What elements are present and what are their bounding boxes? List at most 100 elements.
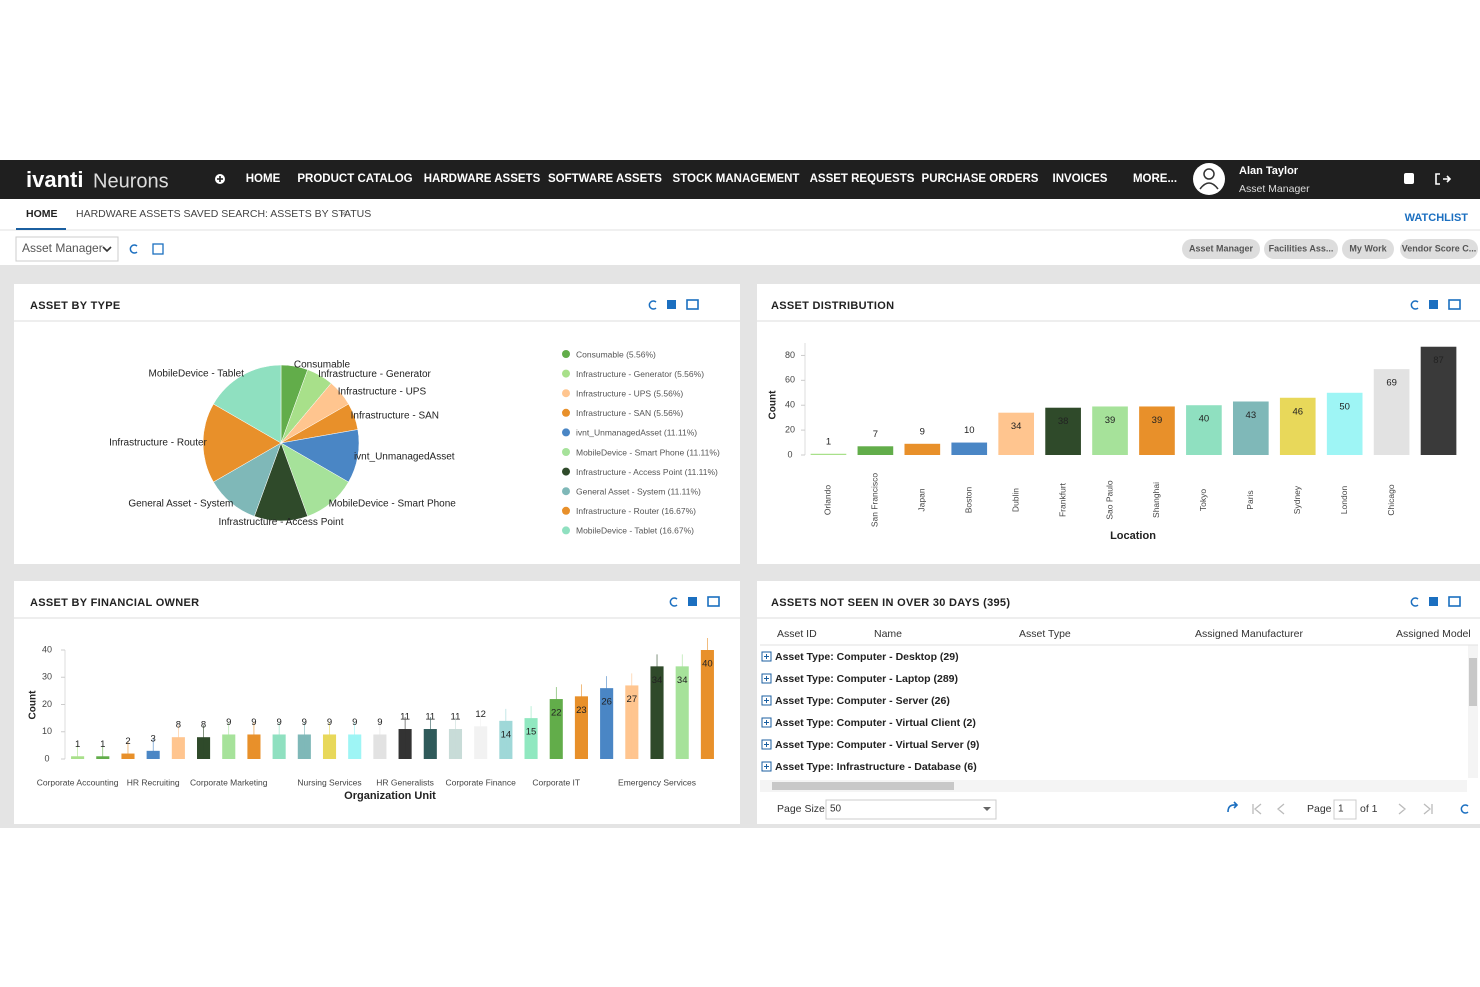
group-row[interactable]: Asset Type: Computer - Desktop (29) (775, 651, 959, 663)
tab-close[interactable] (340, 210, 347, 217)
y-tick-label: 20 (785, 424, 795, 434)
data-label: 15 (526, 727, 537, 738)
help-icon[interactable] (1404, 173, 1414, 184)
data-label: 34 (677, 675, 688, 686)
export-icon[interactable] (667, 300, 676, 309)
pager-arrows[interactable] (1252, 803, 1433, 815)
data-label: 50 (1339, 401, 1350, 412)
refresh-icon[interactable] (1410, 300, 1419, 310)
page-size-label: Page Size (777, 803, 825, 815)
pie-slice (202, 403, 282, 483)
nav-item[interactable]: HARDWARE ASSETS (424, 173, 541, 185)
x-tick-label: Orlando (823, 485, 833, 516)
x-tick-label: Paris (1245, 490, 1255, 509)
column-header[interactable]: Assigned Manufacturer (1195, 628, 1303, 640)
expand-plus (764, 698, 769, 703)
x-axis-label: Organization Unit (344, 790, 436, 802)
column-header[interactable]: Assigned Model (1396, 628, 1471, 640)
v-scrollbar[interactable] (1468, 645, 1478, 778)
pill[interactable] (1264, 239, 1338, 259)
nav-item[interactable]: INVOICES (1053, 173, 1108, 185)
y-tick-label: 80 (785, 350, 795, 360)
data-label: 11 (425, 712, 435, 723)
pill[interactable] (1342, 239, 1394, 259)
bar (998, 412, 1035, 455)
nav-item[interactable]: SOFTWARE ASSETS (548, 173, 662, 185)
data-label: 43 (1246, 410, 1257, 421)
legend-dot (562, 369, 570, 378)
nav-item[interactable]: HOME (246, 173, 281, 185)
chevron (983, 807, 991, 811)
logo-brand: ivanti (26, 167, 83, 192)
x-tick-label: Japan (917, 488, 927, 511)
nav-item[interactable]: STOCK MANAGEMENT (673, 173, 800, 185)
group-row[interactable]: Asset Type: Computer - Virtual Server (9… (775, 739, 979, 751)
group-row[interactable]: Asset Type: Infrastructure - Database (6… (775, 761, 977, 773)
refresh-icon[interactable] (648, 300, 657, 310)
watchlist[interactable]: WATCHLIST (1405, 212, 1469, 224)
export-icon[interactable] (1429, 300, 1438, 309)
legend-label: MobileDevice - Tablet (16.67%) (576, 526, 694, 536)
y-tick-label: 30 (42, 672, 52, 682)
export-icon[interactable] (1429, 597, 1438, 606)
slice-label: Infrastructure - UPS (338, 387, 427, 398)
pill[interactable] (1182, 239, 1260, 259)
data-label: 34 (1011, 421, 1022, 432)
page-size-box[interactable] (825, 799, 997, 820)
data-label: 23 (576, 705, 587, 716)
column-header[interactable]: Asset ID (777, 628, 817, 640)
x-tick-label: Dublin (1010, 488, 1020, 512)
max-icon[interactable] (707, 596, 720, 607)
role-select-box[interactable] (15, 236, 119, 262)
page-number: 1 (1338, 804, 1344, 815)
max-icon[interactable] (1448, 299, 1461, 310)
refresh-icon[interactable] (669, 597, 678, 607)
refresh-icon[interactable] (1410, 597, 1419, 607)
legend-label: Infrastructure - UPS (5.56%) (576, 388, 683, 398)
expand-plus (764, 742, 769, 747)
group-row[interactable]: Asset Type: Computer - Laptop (289) (775, 673, 958, 685)
column-header[interactable]: Asset Type (1019, 628, 1071, 640)
refresh-icon[interactable] (129, 244, 138, 254)
bar (810, 453, 847, 455)
column-header[interactable]: Name (874, 628, 902, 640)
group-row[interactable]: Asset Type: Computer - Virtual Client (2… (775, 717, 976, 729)
bar (1326, 392, 1363, 455)
tab[interactable]: HARDWARE ASSETS SAVED SEARCH: ASSETS BY … (76, 208, 371, 220)
nav-item[interactable]: PRODUCT CATALOG (297, 173, 412, 185)
pager-refresh[interactable] (1460, 804, 1469, 814)
role-select: Asset Manager (22, 241, 103, 255)
nav-item[interactable]: MORE... (1133, 173, 1177, 185)
max-icon[interactable] (1448, 596, 1461, 607)
h-scroll-thumb[interactable] (772, 782, 954, 790)
group-row[interactable]: Asset Type: Computer - Server (26) (775, 695, 950, 707)
y-tick-label: 10 (42, 726, 52, 736)
v-scroll-thumb[interactable] (1469, 658, 1477, 706)
bar (1232, 401, 1269, 455)
layout-icon[interactable] (152, 243, 164, 255)
nav-item[interactable]: ASSET REQUESTS (810, 173, 915, 185)
pager-reset[interactable] (1227, 801, 1239, 813)
export-icon[interactable] (688, 597, 697, 606)
x-tick-label: HR Recruiting (127, 777, 180, 787)
expand-plus (764, 720, 769, 725)
data-label: 12 (475, 709, 486, 720)
data-label: 3 (151, 733, 156, 744)
tab[interactable]: HOME (26, 208, 58, 220)
pill[interactable] (1400, 239, 1478, 259)
bar (1279, 397, 1316, 455)
panel-title: ASSET BY FINANCIAL OWNER (30, 597, 199, 609)
bar (1092, 406, 1128, 455)
page-input[interactable] (1333, 799, 1357, 820)
nav-item[interactable]: PURCHASE ORDERS (922, 173, 1039, 185)
legend-label: Infrastructure - Access Point (11.11%) (576, 467, 718, 477)
panel (14, 581, 740, 824)
pie-slice (213, 364, 282, 444)
logout-icon[interactable] (1435, 173, 1452, 185)
panel-title: ASSET BY TYPE (30, 300, 121, 312)
y-axis-label: Count (768, 390, 779, 420)
max-icon[interactable] (686, 299, 699, 310)
slice-label: MobileDevice - Smart Phone (329, 499, 457, 510)
legend-dot (562, 350, 570, 358)
